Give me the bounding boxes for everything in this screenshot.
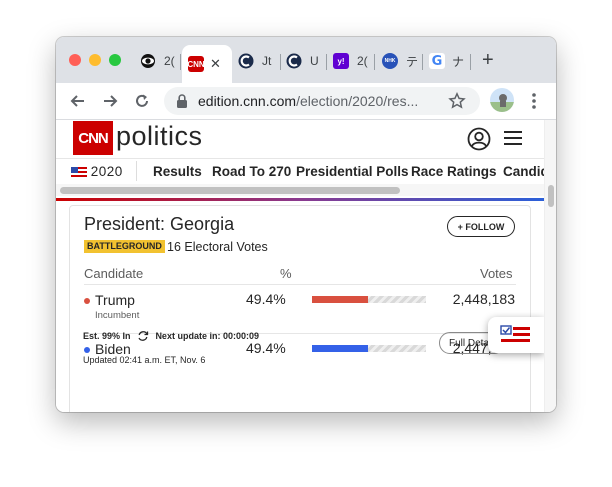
cnn-logo[interactable]: CNN: [73, 121, 113, 155]
column-header-candidate: Candidate: [84, 266, 144, 281]
account-icon[interactable]: [467, 127, 491, 156]
tab-title: テ: [406, 54, 419, 69]
hamburger-menu-icon[interactable]: [503, 129, 523, 152]
candidate-pct: 49.4%: [246, 340, 286, 356]
tab-strip: 2( CNN ✕ Jt U y! 2( NHK テ: [56, 37, 556, 83]
vertical-scrollbar[interactable]: [544, 120, 556, 412]
forward-arrow-icon[interactable]: [100, 91, 120, 111]
globe-c-icon: [238, 53, 254, 69]
electoral-votes: 16 Electoral Votes: [167, 240, 268, 254]
nav-divider: [136, 161, 137, 181]
nav-2020-brand[interactable]: 2020: [71, 164, 123, 180]
vote-bar-fill: [312, 345, 369, 352]
cbs-eye-icon: [140, 53, 156, 69]
tab-title: 2(: [357, 54, 368, 68]
tab-cnn-active[interactable]: CNN ✕: [182, 45, 232, 83]
tab-separator: [280, 54, 281, 70]
column-header-votes: Votes: [480, 266, 513, 281]
updated-timestamp: Updated 02:41 a.m. ET, Nov. 6: [83, 355, 206, 365]
zoom-window-button[interactable]: [109, 54, 121, 66]
battleground-badge: BATTLEGROUND: [84, 240, 165, 253]
new-tab-button[interactable]: +: [482, 48, 494, 71]
address-bar[interactable]: edition.cnn.com/election/2020/res...: [164, 87, 480, 115]
accent-bar: [56, 198, 544, 201]
reload-icon[interactable]: [132, 91, 152, 111]
tab-title: 2(: [164, 54, 175, 68]
yahoo-icon: y!: [333, 53, 349, 69]
back-arrow-icon[interactable]: [68, 91, 88, 111]
tab-title: ナ: [452, 54, 465, 69]
close-window-button[interactable]: [69, 54, 81, 66]
close-tab-icon[interactable]: ✕: [210, 56, 221, 71]
nav-results[interactable]: Results: [153, 164, 202, 179]
refresh-icon: [137, 329, 149, 347]
candidate-name: Biden: [95, 341, 131, 357]
globe-c-icon: [286, 53, 302, 69]
vote-bar: [312, 296, 426, 303]
election-nav: 2020 Results Road To 270 Presidential Po…: [56, 158, 549, 185]
tab-3[interactable]: Jt: [238, 47, 271, 75]
site-header: CNN politics: [56, 120, 544, 157]
race-card: President: Georgia + FOLLOW BATTLEGROUND…: [69, 205, 531, 412]
follow-button[interactable]: + FOLLOW: [447, 216, 515, 237]
scrollbar-thumb[interactable]: [548, 185, 554, 207]
tab-separator: [326, 54, 327, 70]
cnn-icon: CNN: [187, 56, 205, 72]
tab-separator: [180, 54, 181, 70]
candidate-note: Incumbent: [95, 310, 140, 321]
url-text: edition.cnn.com/election/2020/res...: [198, 93, 419, 109]
horizontal-scrollbar[interactable]: [56, 184, 544, 196]
party-dot: [84, 347, 90, 353]
est-in-label: Est. 99% In: [83, 331, 131, 341]
vote-bar: [312, 345, 426, 352]
section-title[interactable]: politics: [116, 121, 203, 151]
candidate-pct: 49.4%: [246, 291, 286, 307]
google-icon: G: [429, 53, 445, 69]
tab-cbs[interactable]: 2(: [140, 47, 175, 75]
tab-yahoo[interactable]: y! 2(: [333, 47, 368, 75]
vote-bar-fill: [312, 296, 369, 303]
tab-nhk[interactable]: NHK テ: [382, 47, 418, 75]
tab-separator: [374, 54, 375, 70]
kebab-menu-icon[interactable]: [524, 91, 544, 111]
profile-avatar[interactable]: [490, 88, 514, 112]
us-flag-icon: [71, 165, 87, 180]
party-dot: [84, 298, 90, 304]
tab-title: Jt: [262, 54, 272, 68]
candidate-votes: 2,448,183: [452, 291, 515, 307]
tab-title: U: [310, 54, 319, 68]
web-content: CNN politics 2020 Results Road To 270 Pr…: [56, 120, 556, 412]
nhk-icon: NHK: [382, 53, 398, 69]
divider: [84, 284, 516, 285]
column-header-pct: %: [280, 266, 292, 281]
tab-separator: [470, 54, 471, 70]
candidate-name: Trump: [95, 292, 135, 308]
lock-icon: [176, 93, 188, 114]
nav-race-ratings[interactable]: Race Ratings: [411, 164, 497, 179]
race-title: President: Georgia: [84, 214, 235, 234]
minimize-window-button[interactable]: [89, 54, 101, 66]
divider: [84, 333, 516, 334]
next-update-label: Next update in: 00:00:09: [155, 331, 259, 341]
ballot-widget-button[interactable]: [488, 317, 544, 353]
tab-separator: [422, 54, 423, 70]
nav-road-to-270[interactable]: Road To 270: [212, 164, 292, 179]
browser-window: 2( CNN ✕ Jt U y! 2( NHK テ: [56, 37, 556, 412]
bookmark-star-icon[interactable]: [448, 91, 466, 115]
nav-presidential-polls[interactable]: Presidential Polls: [296, 164, 409, 179]
status-footer: Est. 99% In Next update in: 00:00:09 Upd…: [83, 326, 259, 365]
ballot-checklist-icon: [500, 325, 532, 350]
tab-4[interactable]: U: [286, 47, 319, 75]
tab-google[interactable]: G ナ: [429, 47, 464, 75]
browser-toolbar: edition.cnn.com/election/2020/res...: [56, 83, 556, 120]
nav-brand-label: 2020: [90, 164, 123, 179]
scrollbar-thumb[interactable]: [60, 187, 400, 194]
nav-candidates[interactable]: Candid: [503, 164, 549, 179]
